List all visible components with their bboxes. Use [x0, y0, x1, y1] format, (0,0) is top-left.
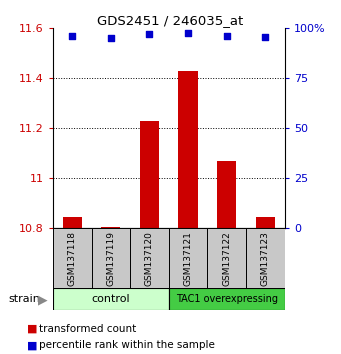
Text: control: control — [91, 294, 130, 304]
Text: GSM137121: GSM137121 — [183, 231, 193, 286]
Text: TAC1 overexpressing: TAC1 overexpressing — [176, 294, 278, 304]
Text: GSM137120: GSM137120 — [145, 231, 154, 286]
Bar — [178, 71, 198, 228]
Bar — [169, 288, 285, 310]
Bar — [217, 161, 236, 228]
Text: ▶: ▶ — [38, 293, 47, 306]
Bar — [53, 228, 91, 289]
Bar — [130, 228, 169, 289]
Bar — [246, 228, 285, 289]
Text: percentile rank within the sample: percentile rank within the sample — [39, 340, 215, 350]
Text: strain: strain — [9, 295, 40, 304]
Point — [108, 35, 114, 41]
Text: GSM137123: GSM137123 — [261, 231, 270, 286]
Bar — [91, 228, 130, 289]
Point — [224, 34, 229, 39]
Bar — [169, 228, 207, 289]
Text: ■: ■ — [27, 324, 38, 333]
Text: transformed count: transformed count — [39, 324, 136, 333]
Text: GDS2451 / 246035_at: GDS2451 / 246035_at — [98, 14, 243, 27]
Text: ■: ■ — [27, 340, 38, 350]
Text: GSM137118: GSM137118 — [68, 231, 77, 286]
Bar — [53, 288, 169, 310]
Bar — [207, 228, 246, 289]
Text: GSM137119: GSM137119 — [106, 231, 115, 286]
Point — [70, 34, 75, 39]
Text: GSM137122: GSM137122 — [222, 231, 231, 286]
Point — [186, 30, 191, 36]
Point — [263, 34, 268, 40]
Bar — [62, 217, 82, 228]
Bar — [256, 217, 275, 228]
Point — [147, 32, 152, 37]
Bar — [140, 121, 159, 228]
Bar — [101, 227, 120, 228]
